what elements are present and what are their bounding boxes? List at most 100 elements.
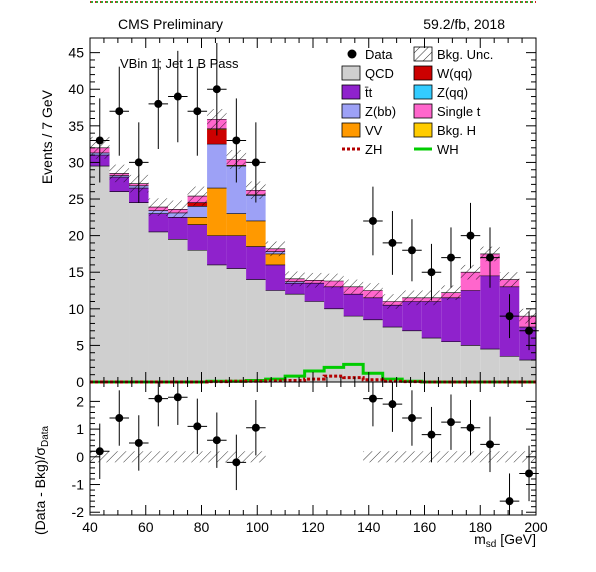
ratio-band-bin xyxy=(499,451,520,463)
legend-entry-unc: Bkg. Unc. xyxy=(413,46,493,62)
data-point xyxy=(187,66,208,156)
stack-vv xyxy=(187,188,286,265)
main-y-axis-label: Events / 7 GeV xyxy=(39,89,55,184)
tt-bin xyxy=(402,301,422,331)
ratio-point xyxy=(499,473,520,515)
zbb-bin xyxy=(207,144,227,189)
legend-label: ZH xyxy=(365,142,382,157)
legend-marker xyxy=(347,49,357,59)
unc-bin xyxy=(304,272,325,288)
qcd-bin xyxy=(109,191,130,382)
qcd-bin xyxy=(480,349,500,382)
legend-swatch xyxy=(413,122,433,138)
x-tick-label: 200 xyxy=(524,519,548,535)
unc-bin xyxy=(109,164,130,183)
unc-bin xyxy=(265,241,286,257)
x-tick-label: 120 xyxy=(301,519,325,535)
zbb-bin xyxy=(226,166,247,214)
unc-bin xyxy=(499,272,520,287)
main-panel: 0 5 10 15 20 25 30 35 40 45 Events / 7 GeV VBin 1… xyxy=(39,37,539,390)
data-point xyxy=(460,202,481,269)
qcd-bin xyxy=(382,327,403,382)
qcd-bin xyxy=(460,345,481,382)
tt-bin xyxy=(187,224,208,251)
legend-entry-singlet: Single t xyxy=(413,103,481,119)
ratio-point xyxy=(207,412,227,468)
legend-swatch xyxy=(413,103,433,119)
qcd-bin xyxy=(343,316,364,382)
main-x-axis xyxy=(89,38,537,382)
qcd-bin xyxy=(421,338,442,382)
stack-tt xyxy=(90,155,536,361)
legend-swatch xyxy=(341,103,361,119)
data-point xyxy=(148,58,169,149)
y-tick-label: 45 xyxy=(68,45,84,61)
legend-label: Z(bb) xyxy=(365,104,396,119)
legend-entry-wh: WH xyxy=(414,142,459,157)
qcd-bin xyxy=(441,341,461,382)
data-point xyxy=(207,42,227,136)
y-tick-label: 35 xyxy=(68,118,84,134)
legend-label: QCD xyxy=(365,66,394,81)
y-tick-label: 5 xyxy=(76,337,84,353)
tt-bin xyxy=(421,301,442,339)
ratio-band-bin xyxy=(109,451,130,463)
legend-entry-bkgh: Bkg. H xyxy=(413,122,476,138)
ratio-point xyxy=(441,394,461,450)
ratio-band-bin xyxy=(363,451,383,463)
tt-bin xyxy=(519,327,536,361)
unc-bin xyxy=(148,198,169,216)
unc-bin xyxy=(402,290,422,306)
data-point xyxy=(382,211,403,275)
data-point xyxy=(109,66,130,156)
data-point xyxy=(168,50,188,143)
data-point xyxy=(402,219,422,282)
unc-bin xyxy=(460,264,481,280)
qcd-bin xyxy=(168,239,188,382)
legend-label: W(qq) xyxy=(437,66,472,81)
legend-label: Data xyxy=(365,47,393,62)
x-tick-label: 160 xyxy=(413,519,437,535)
tt-bin xyxy=(363,297,383,320)
ratio-point xyxy=(168,382,188,425)
data-point xyxy=(499,294,520,339)
legend-entry-wqq: W(qq) xyxy=(413,65,472,81)
qcd-bin xyxy=(265,290,286,382)
ratio-band-bin xyxy=(168,451,188,463)
ratio-point xyxy=(187,398,208,455)
qcd-bin xyxy=(499,356,520,382)
stack-qcd xyxy=(90,166,536,382)
legend-swatch xyxy=(341,122,361,138)
unc-bin xyxy=(285,271,305,287)
x-tick-label: 140 xyxy=(357,519,381,535)
legend-label: t̄t xyxy=(365,85,373,100)
qcd-bin xyxy=(402,330,422,382)
y-tick-label: -2 xyxy=(72,504,85,520)
header-right-label: 59.2/fb, 2018 xyxy=(423,16,505,32)
y-tick-label: 0 xyxy=(76,374,84,390)
qcd-bin xyxy=(363,319,383,382)
x-tick-label: 80 xyxy=(194,519,210,535)
y-tick-label: -1 xyxy=(72,477,85,493)
tt-bin xyxy=(168,217,188,240)
ratio-band-bin xyxy=(402,451,422,463)
tt-bin xyxy=(460,290,481,346)
ratio-band-bin xyxy=(382,451,403,463)
tt-bin xyxy=(265,264,286,291)
header-left-label: CMS Preliminary xyxy=(118,16,223,32)
tt-bin xyxy=(441,297,461,342)
data-point xyxy=(246,122,266,203)
data-point xyxy=(421,243,442,301)
qcd-bin xyxy=(246,279,266,382)
vv-bin xyxy=(265,253,286,265)
ratio-band-bin xyxy=(460,451,481,463)
y-tick-label: 40 xyxy=(68,81,84,97)
legend-label: Z(qq) xyxy=(437,85,468,100)
unc-bin xyxy=(363,283,383,298)
legend-entry-data: Data xyxy=(347,47,393,62)
x-tick-label: 100 xyxy=(246,519,270,535)
ratio-point xyxy=(226,434,247,491)
y-tick-label: 20 xyxy=(68,228,84,244)
y-tick-label: 0 xyxy=(76,449,84,465)
